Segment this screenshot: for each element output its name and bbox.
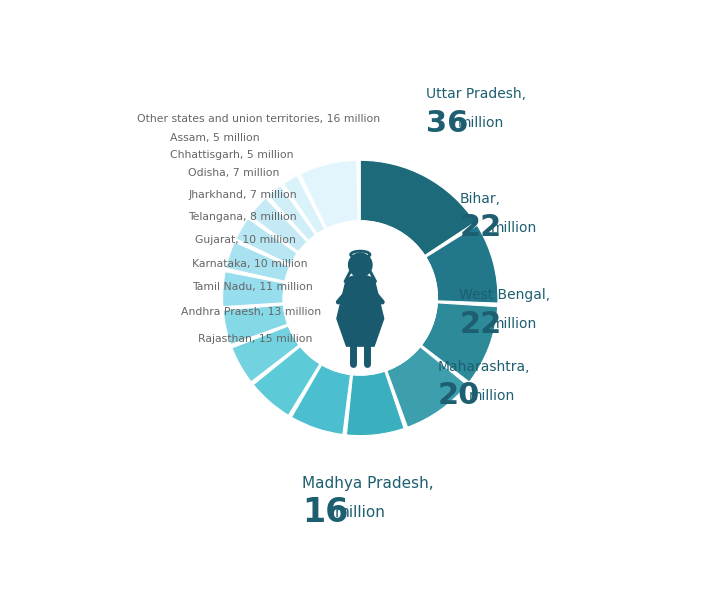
Text: million: million (491, 221, 537, 235)
Wedge shape (283, 176, 325, 234)
Text: Madhya Pradesh,: Madhya Pradesh, (302, 476, 434, 491)
Text: Assam, 5 million: Assam, 5 million (170, 133, 260, 143)
Wedge shape (421, 303, 498, 382)
Wedge shape (223, 305, 288, 345)
Wedge shape (236, 218, 297, 265)
Circle shape (349, 253, 372, 277)
Polygon shape (337, 276, 384, 346)
Wedge shape (253, 346, 320, 415)
Text: Tamil Nadu, 11 million: Tamil Nadu, 11 million (193, 282, 313, 292)
Text: 16: 16 (302, 496, 349, 529)
Circle shape (283, 221, 437, 375)
Text: Rajasthan, 15 million: Rajasthan, 15 million (198, 335, 312, 344)
Wedge shape (232, 326, 299, 382)
Text: Other states and union territories, 16 million: Other states and union territories, 16 m… (137, 114, 380, 124)
Text: 22: 22 (459, 310, 502, 339)
Wedge shape (250, 198, 307, 252)
Text: Uttar Pradesh,: Uttar Pradesh, (426, 87, 527, 101)
Wedge shape (223, 271, 285, 307)
Text: million: million (469, 389, 515, 403)
Text: 22: 22 (459, 213, 502, 242)
Text: 20: 20 (437, 381, 479, 410)
Text: Maharashtra,: Maharashtra, (437, 360, 530, 374)
Wedge shape (361, 160, 475, 255)
Text: million: million (491, 317, 537, 331)
Text: Odisha, 7 million: Odisha, 7 million (188, 168, 280, 178)
Wedge shape (226, 242, 290, 281)
Text: 36: 36 (426, 109, 469, 137)
Text: West Bengal,: West Bengal, (459, 288, 550, 302)
Text: Bihar,: Bihar, (459, 192, 501, 206)
Wedge shape (292, 365, 351, 434)
Text: Karnataka, 10 million: Karnataka, 10 million (193, 258, 308, 268)
Text: million: million (458, 116, 504, 130)
Wedge shape (426, 225, 498, 303)
Text: Telangana, 8 million: Telangana, 8 million (188, 212, 297, 222)
Text: Jharkhand, 7 million: Jharkhand, 7 million (188, 190, 297, 199)
Text: Gujarat, 10 million: Gujarat, 10 million (195, 235, 296, 245)
Wedge shape (300, 160, 359, 228)
Wedge shape (387, 346, 467, 427)
Wedge shape (347, 371, 404, 435)
Wedge shape (269, 186, 316, 241)
Text: Chhattisgarh, 5 million: Chhattisgarh, 5 million (170, 150, 294, 160)
Text: Andhra Praesh, 13 million: Andhra Praesh, 13 million (181, 307, 321, 317)
Text: million: million (334, 505, 385, 520)
